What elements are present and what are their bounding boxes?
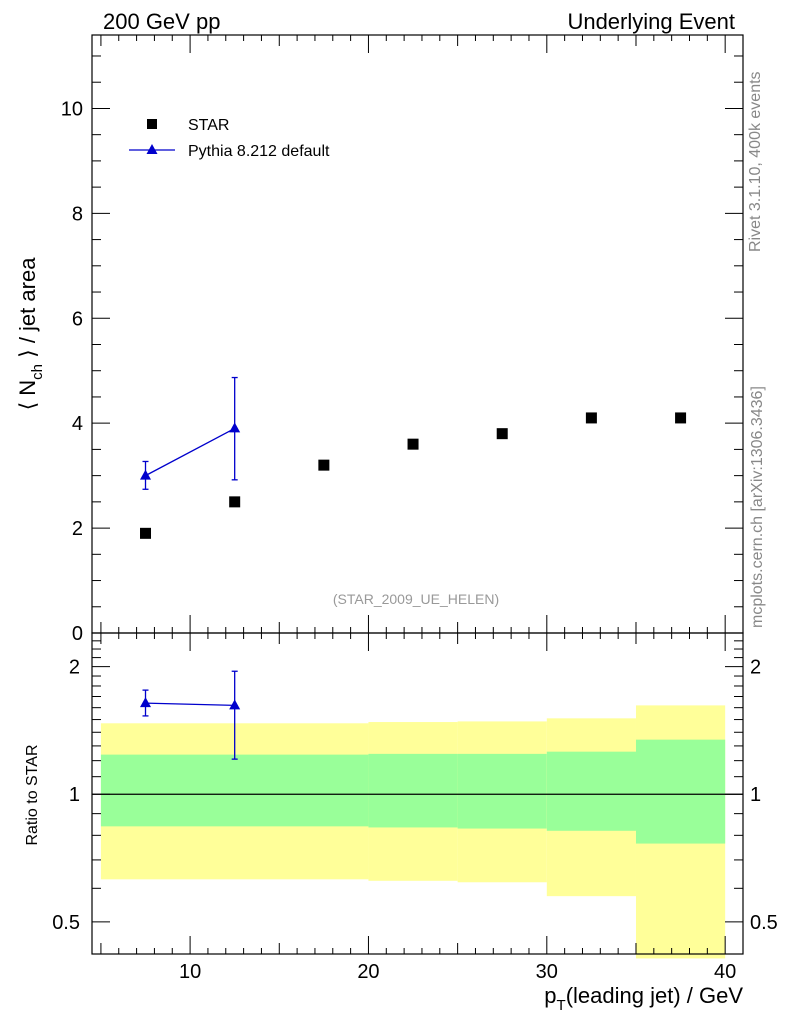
- legend-star-label: STAR: [188, 117, 229, 134]
- star-data-point: [585, 412, 597, 424]
- x-tick-label: 10: [179, 961, 201, 983]
- pythia-data-point: [229, 422, 241, 433]
- ratio-pythia-line: [145, 702, 235, 707]
- ratio-inner-band: [100, 754, 369, 827]
- legend-pythia-marker: [146, 144, 158, 154]
- main-y-tick-label: 6: [72, 308, 83, 330]
- star-data-point: [675, 412, 687, 424]
- ratio-y-tick-label: 2: [69, 657, 80, 679]
- x-tick-label: 40: [714, 961, 736, 983]
- ratio-plot-panel: 0.5 0.5 1 1 2 2 10 20 30 40 Ratio to STAR pT(lead…: [24, 632, 778, 1014]
- star-data-point: [407, 438, 419, 450]
- star-data-point: [229, 496, 241, 508]
- rivet-info-label: Rivet 3.1.10, 400k events: [747, 71, 764, 252]
- ratio-inner-band: [368, 753, 458, 828]
- ratio-y-tick-label-right: 2: [750, 657, 761, 679]
- star-data-point: [140, 527, 152, 539]
- main-y-tick-label: 4: [72, 413, 83, 435]
- ratio-plot-frame: [91, 632, 744, 955]
- ratio-y-axis-label: Ratio to STAR: [24, 744, 41, 845]
- ratio-y-tick-label-right: 1: [750, 784, 761, 806]
- x-axis-label: pT(leading jet) / GeV: [544, 983, 743, 1014]
- ratio-y-tick-label-right: 0.5: [750, 912, 778, 934]
- ratio-y-tick-label: 1: [69, 784, 80, 806]
- main-y-axis-label: ⟨ Nch ⟩ / jet area: [15, 257, 46, 411]
- ratio-pythia-point: [229, 699, 241, 710]
- main-y-tick-label: 10: [61, 98, 83, 120]
- x-tick-label: 30: [536, 961, 558, 983]
- main-plot-panel: 0 2 4 6 8 10 ⟨ Nch ⟩ / jet area (STAR_2009_UE…: [15, 34, 744, 645]
- ratio-pythia-point: [140, 697, 152, 708]
- mcplots-label: mcplots.cern.ch [arXiv:1306.3436]: [749, 386, 766, 628]
- analysis-watermark: (STAR_2009_UE_HELEN): [333, 591, 499, 607]
- header-left-label: 200 GeV pp: [103, 9, 220, 34]
- main-y-tick-label: 2: [72, 518, 83, 540]
- main-y-tick-label: 0: [72, 623, 83, 645]
- pythia-data-point: [140, 469, 152, 480]
- ratio-inner-band: [457, 753, 547, 829]
- legend-star-marker: [147, 119, 157, 129]
- header-right-label: Underlying Event: [567, 9, 735, 34]
- main-y-tick-label: 8: [72, 203, 83, 225]
- ratio-inner-band: [635, 739, 726, 844]
- star-data-point: [318, 459, 330, 471]
- legend-pythia-label: Pythia 8.212 default: [188, 143, 330, 160]
- ratio-inner-band: [546, 751, 636, 831]
- pythia-series-line: [145, 427, 235, 477]
- legend: STAR Pythia 8.212 default: [129, 117, 330, 160]
- ratio-y-tick-label: 0.5: [52, 912, 80, 934]
- star-data-point: [496, 428, 508, 440]
- x-tick-label: 20: [357, 961, 379, 983]
